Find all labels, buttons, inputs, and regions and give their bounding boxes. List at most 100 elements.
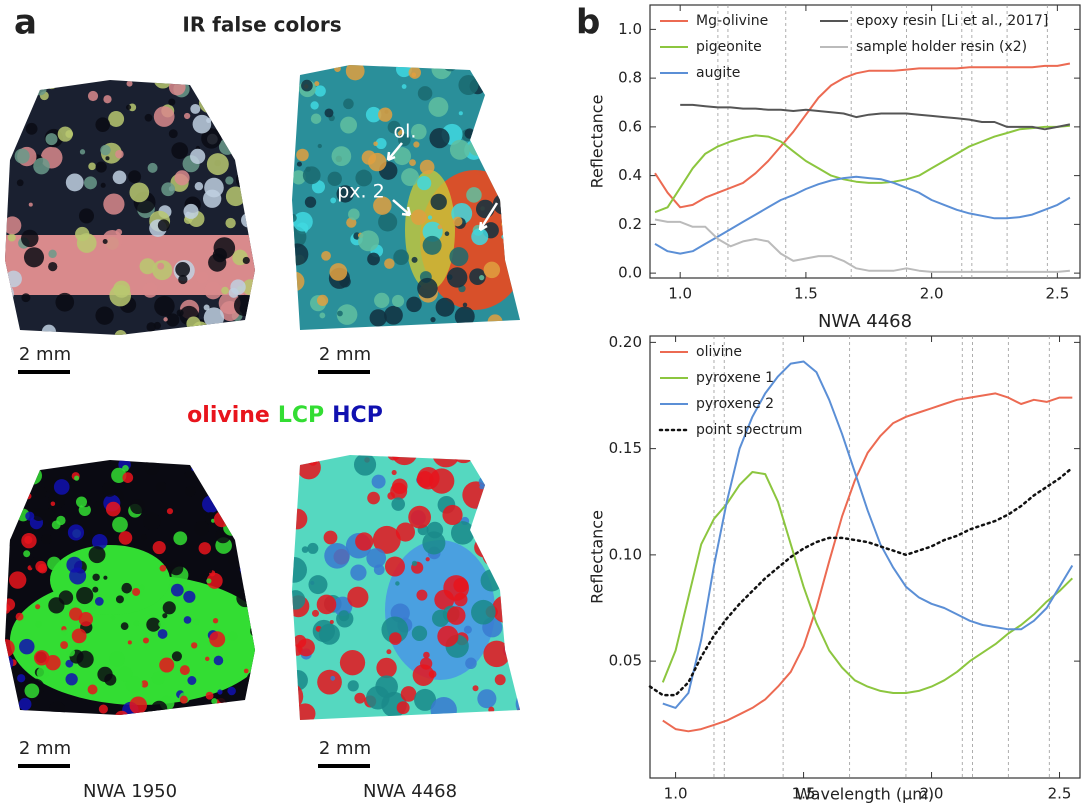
texture	[32, 507, 46, 521]
texture	[417, 175, 432, 191]
texture	[65, 659, 74, 668]
texture	[69, 567, 87, 585]
texture	[30, 86, 35, 91]
texture	[367, 252, 380, 266]
texture	[78, 208, 94, 224]
texture	[327, 171, 342, 187]
texture	[74, 475, 80, 481]
texture	[140, 534, 147, 541]
texture	[250, 178, 255, 196]
texture	[225, 217, 236, 229]
texture	[228, 287, 239, 298]
texture	[416, 589, 428, 601]
texture	[168, 98, 176, 106]
texture	[154, 295, 175, 317]
texture	[458, 75, 479, 96]
texture	[414, 688, 437, 711]
texture	[5, 603, 11, 615]
series-line	[654, 218, 1070, 273]
texture	[376, 657, 397, 679]
texture	[429, 128, 450, 149]
panel-label: b	[576, 3, 600, 43]
texture	[393, 147, 412, 166]
legend-label: pyroxene 2	[696, 396, 774, 412]
texture	[355, 532, 374, 551]
texture	[207, 484, 219, 496]
texture	[494, 674, 506, 686]
texture	[431, 65, 452, 80]
texture	[450, 521, 475, 545]
texture	[95, 117, 111, 132]
texture	[206, 329, 214, 335]
texture	[369, 309, 387, 327]
texture	[416, 471, 434, 488]
texture	[406, 296, 422, 313]
texture	[522, 160, 530, 168]
texture	[536, 109, 545, 118]
texture	[395, 522, 416, 542]
texture	[465, 657, 477, 670]
legend-label: sample holder resin (x2)	[856, 39, 1027, 55]
texture	[355, 169, 373, 187]
texture	[425, 557, 430, 562]
sample-image	[5, 80, 255, 335]
texture	[410, 123, 427, 140]
texture	[471, 228, 489, 246]
texture	[192, 618, 200, 626]
texture	[490, 492, 500, 502]
x-tick-label: 1.0	[664, 785, 688, 803]
texture	[241, 212, 255, 228]
texture	[340, 116, 358, 134]
texture	[295, 455, 310, 464]
y-tick-label: 0.05	[609, 652, 642, 670]
texture	[508, 69, 518, 79]
texture	[531, 94, 544, 107]
texture	[108, 111, 125, 127]
y-tick-label: 0.15	[609, 439, 642, 457]
texture	[330, 675, 336, 681]
texture	[17, 674, 26, 683]
texture	[336, 185, 354, 203]
texture	[76, 586, 94, 605]
texture	[103, 575, 108, 580]
texture	[51, 520, 61, 530]
texture	[163, 317, 168, 322]
texture	[166, 313, 180, 327]
texture	[223, 519, 240, 536]
series-line	[662, 392, 1073, 733]
texture	[391, 469, 397, 476]
texture	[486, 128, 497, 139]
texture	[400, 686, 417, 702]
texture	[48, 261, 58, 272]
texture	[533, 230, 545, 242]
texture	[387, 492, 395, 500]
series-line	[654, 124, 1070, 214]
texture	[196, 271, 209, 284]
series-line	[661, 471, 1074, 694]
texture	[381, 616, 409, 644]
texture	[183, 590, 196, 603]
texture	[510, 231, 520, 252]
x-axis-label: Wavelength (μm)	[796, 785, 934, 804]
texture	[463, 625, 472, 634]
x-tick-label: 2.5	[1045, 285, 1069, 303]
x-tick-label: 1.0	[668, 285, 692, 303]
texture	[317, 143, 322, 149]
texture	[366, 548, 387, 568]
texture	[185, 485, 196, 497]
texture	[475, 199, 495, 219]
x-tick-label: 2.0	[920, 285, 944, 303]
texture	[533, 567, 544, 578]
texture	[205, 656, 210, 662]
texture	[50, 501, 56, 507]
texture	[209, 631, 226, 648]
texture	[435, 297, 455, 317]
texture	[524, 449, 529, 454]
texture	[331, 146, 352, 166]
texture	[41, 533, 52, 545]
texture	[87, 684, 98, 695]
texture	[323, 530, 338, 545]
texture	[498, 544, 504, 550]
texture	[518, 635, 520, 652]
texture	[191, 642, 198, 649]
